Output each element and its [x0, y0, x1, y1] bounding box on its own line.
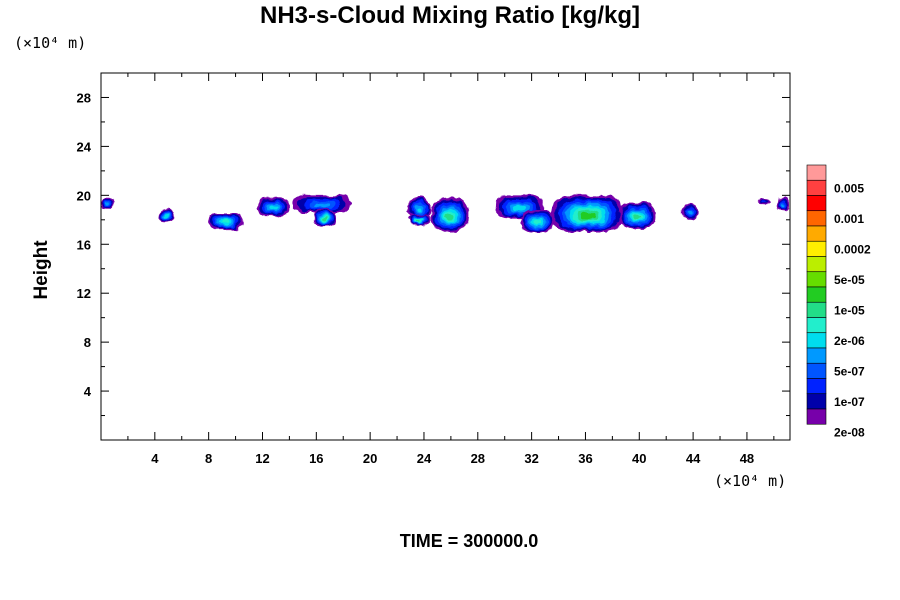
- x-tick-label: 36: [578, 451, 592, 466]
- legend-swatch: [806, 317, 827, 334]
- legend-label: 0.005: [834, 181, 864, 195]
- x-tick-label: 28: [471, 451, 485, 466]
- time-footer: TIME = 300000.0: [399, 531, 539, 551]
- cloud-contour-level: [781, 203, 786, 207]
- cloud-cell: [551, 195, 624, 233]
- legend-swatch: [806, 164, 827, 181]
- cloud-contour-level: [313, 202, 330, 207]
- cloud-contour-level: [513, 205, 526, 211]
- y-tick-label: 20: [77, 188, 91, 203]
- cloud-cell: [430, 197, 469, 233]
- legend-label: 2e-06: [834, 334, 865, 348]
- legend-label: 5e-07: [834, 364, 865, 378]
- legend-swatch: [806, 225, 827, 242]
- legend-label: 0.0002: [834, 242, 871, 256]
- cloud-cell: [293, 195, 350, 213]
- legend-swatch: [806, 240, 827, 257]
- y-tick-label: 28: [77, 90, 91, 105]
- cloud-contour-level: [445, 213, 454, 220]
- legend-label: 0.001: [834, 212, 864, 226]
- legend-swatch: [806, 256, 827, 273]
- x-tick-label: 4: [151, 451, 159, 466]
- legend-swatch: [806, 347, 827, 364]
- legend-swatch: [806, 393, 827, 410]
- x-tick-label: 20: [363, 451, 377, 466]
- legend-swatch: [806, 210, 827, 227]
- cloud-cell: [520, 210, 555, 233]
- legend-swatch: [806, 408, 827, 425]
- cloud-contours: [101, 195, 790, 233]
- cloud-contour-level: [221, 220, 230, 224]
- cloud-cell: [208, 212, 243, 230]
- x-tick-label: 44: [686, 451, 701, 466]
- legend-label: 2e-08: [834, 425, 865, 439]
- x-tick-label: 40: [632, 451, 646, 466]
- cloud-contour-level: [533, 220, 542, 225]
- legend-label: 1e-05: [834, 303, 865, 317]
- legend-swatch: [806, 179, 827, 196]
- cloud-contour-level: [105, 202, 110, 206]
- y-tick-label: 16: [77, 237, 91, 252]
- legend-label: 5e-05: [834, 273, 865, 287]
- cloud-contour-level: [322, 217, 328, 221]
- x-unit-label: (×10⁴ m): [714, 472, 787, 490]
- legend-swatch: [806, 332, 827, 349]
- x-tick-label: 48: [740, 451, 754, 466]
- x-tick-label: 12: [255, 451, 269, 466]
- legend-label: 1e-07: [834, 395, 865, 409]
- y-tick-label: 8: [84, 335, 91, 350]
- legend-swatch: [806, 271, 827, 288]
- legend-swatch: [806, 286, 827, 303]
- y-unit-label: (×10⁴ m): [14, 34, 87, 52]
- cloud-cell: [257, 197, 290, 217]
- cloud-contour-level: [580, 212, 595, 219]
- chart-title: NH3-s-Cloud Mixing Ratio [kg/kg]: [260, 2, 640, 29]
- color-legend: 0.005 0.001 0.0002 5e-05 1e-05 2e-06 5e-07 1e-0…: [806, 164, 871, 439]
- cloud-contour-level: [416, 207, 423, 212]
- cloud-cell: [407, 196, 431, 220]
- cloud-contour-level: [633, 214, 642, 219]
- cloud-cell: [313, 208, 337, 228]
- y-tick-label: 24: [77, 139, 92, 154]
- legend-swatch: [806, 301, 827, 318]
- x-tick-label: 8: [205, 451, 212, 466]
- cloud-cell: [682, 203, 698, 220]
- cloud-contour-level: [416, 219, 422, 222]
- cloud-cell: [158, 208, 174, 223]
- cloud-cell: [619, 202, 656, 229]
- legend-swatch: [806, 378, 827, 395]
- cloud-cell: [101, 197, 115, 209]
- cloud-contour-level: [269, 206, 278, 210]
- cloud-contour-level: [760, 201, 766, 204]
- y-tick-label: 4: [84, 384, 92, 399]
- x-tick-label: 32: [524, 451, 538, 466]
- cloud-contour-level: [687, 210, 692, 215]
- cloud-contour-level: [164, 214, 169, 218]
- cloud-cell: [407, 214, 431, 225]
- cloud-cell: [776, 197, 790, 212]
- legend-swatch: [806, 195, 827, 212]
- x-tick-label: 16: [309, 451, 323, 466]
- y-tick-label: 12: [77, 286, 91, 301]
- legend-swatch: [806, 362, 827, 379]
- x-tick-label: 24: [417, 451, 432, 466]
- cloud-cell: [757, 199, 769, 206]
- plot-frame: [100, 72, 791, 441]
